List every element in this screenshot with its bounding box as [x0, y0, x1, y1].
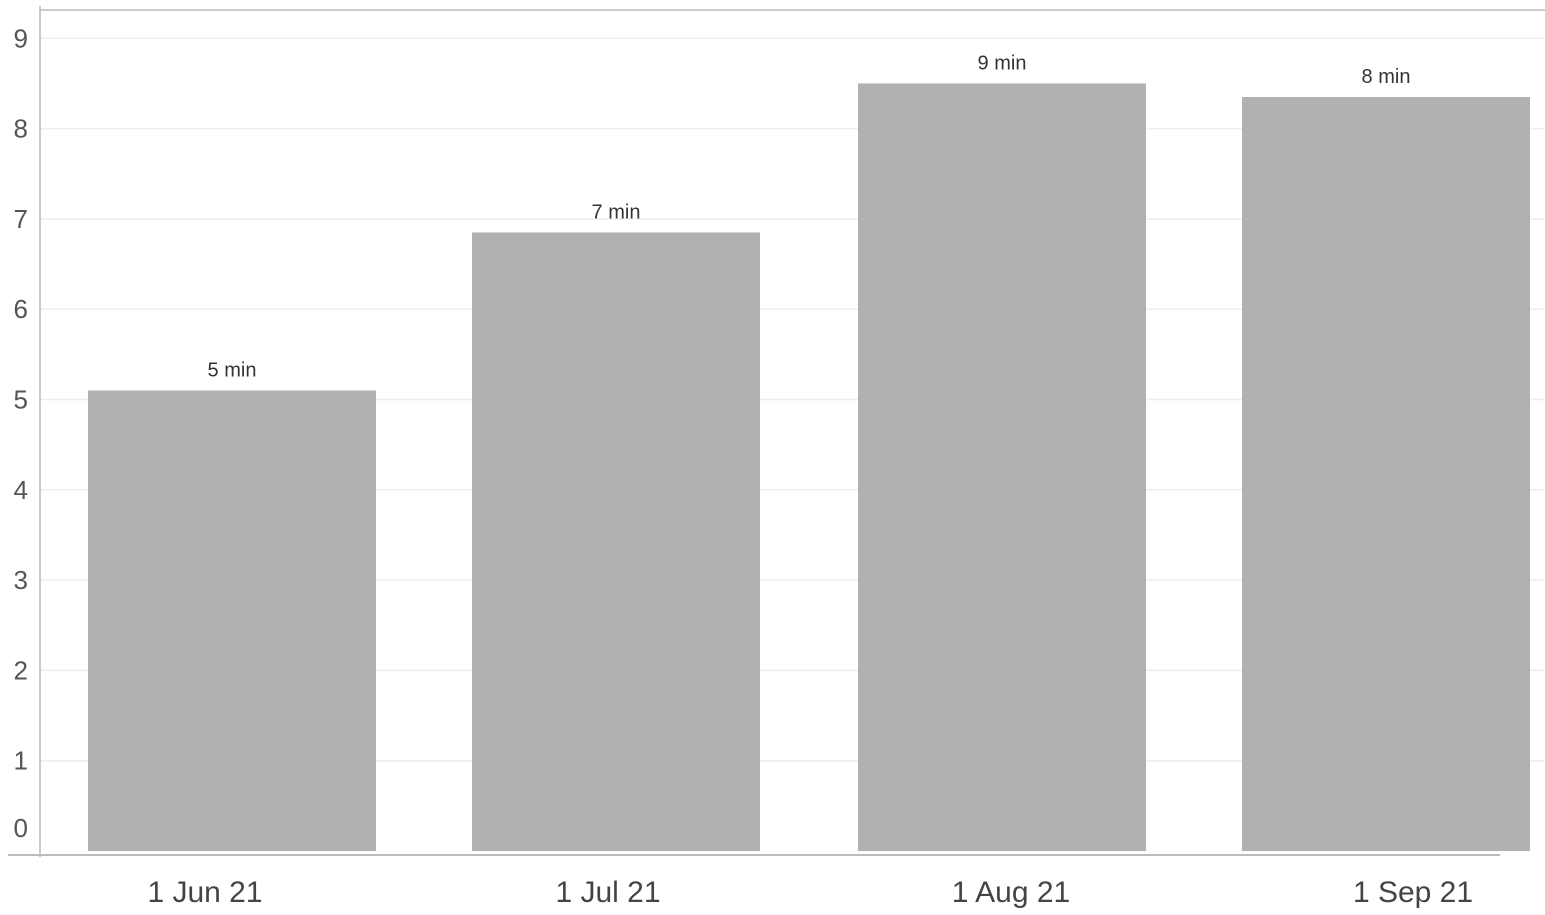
data-label: 8 min [1362, 66, 1411, 88]
y-tick-label: 2 [14, 655, 28, 685]
y-tick-label: 3 [14, 565, 28, 595]
data-label: 5 min [208, 359, 257, 381]
y-tick-label: 8 [14, 114, 28, 144]
x-tick-label: 1 Jun 21 [147, 876, 262, 909]
y-tick-label: 6 [14, 294, 28, 324]
y-tick-label: 5 [14, 385, 28, 415]
bars [88, 83, 1530, 852]
x-tick-label: 1 Aug 21 [952, 876, 1070, 909]
x-axis-ticks: 1 Jun 21 1 Jul 21 1 Aug 21 1 Sep 21 [147, 876, 1473, 909]
data-label: 7 min [592, 201, 641, 223]
bar[interactable] [858, 83, 1146, 851]
data-label: 9 min [978, 52, 1027, 74]
y-tick-label: 9 [14, 23, 28, 53]
bar[interactable] [88, 390, 376, 851]
x-tick-label: 1 Sep 21 [1353, 876, 1473, 909]
x-tick-label: 1 Jul 21 [555, 876, 660, 909]
y-tick-label: 4 [14, 475, 28, 505]
data-labels: 5 min 7 min 9 min 8 min [208, 52, 1411, 381]
bar[interactable] [1242, 96, 1530, 852]
y-tick-label: 1 [14, 746, 28, 776]
axes [8, 6, 1545, 857]
bar[interactable] [472, 232, 760, 851]
y-tick-label: 7 [14, 204, 28, 234]
y-axis-ticks: 0 1 2 3 4 5 6 7 8 9 [14, 23, 28, 843]
y-tick-label: 0 [14, 813, 28, 843]
